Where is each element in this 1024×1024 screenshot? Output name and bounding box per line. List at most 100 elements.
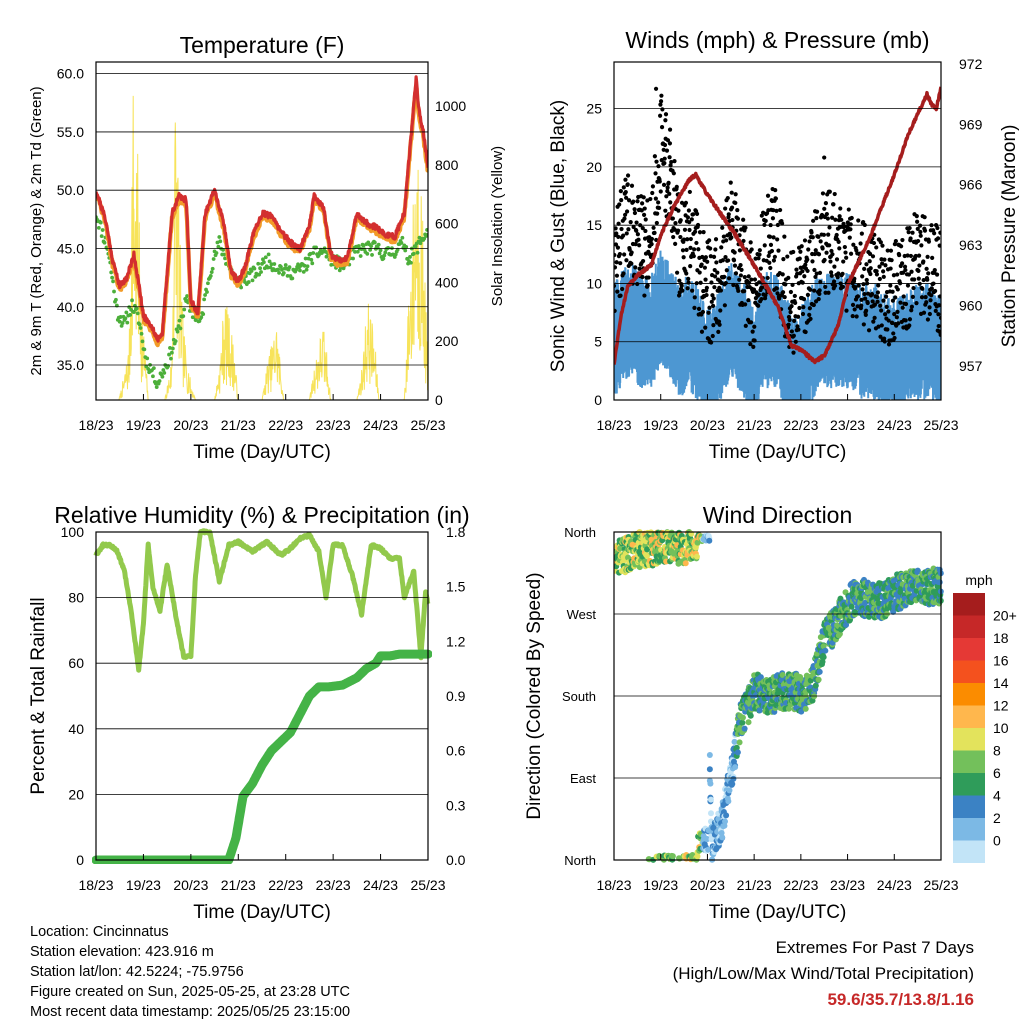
- gust-point: [816, 252, 822, 257]
- gust-point: [894, 315, 899, 320]
- gust-point: [706, 310, 711, 315]
- gust-point: [653, 171, 658, 176]
- extremes-subtitle: (High/Low/Max Wind/Total Precipitation): [672, 964, 974, 983]
- gust-point: [691, 254, 696, 259]
- gust-point: [686, 276, 691, 281]
- gust-point: [684, 271, 689, 276]
- gust-point: [768, 265, 773, 271]
- dewpoint-point: [296, 262, 300, 267]
- dewpoint-point: [239, 285, 244, 290]
- gust-point: [656, 200, 661, 205]
- gust-point: [892, 312, 897, 317]
- y-tick-label: 100: [61, 524, 85, 540]
- gust-point: [675, 228, 681, 233]
- gust-point: [679, 200, 685, 205]
- gust-point: [703, 325, 708, 330]
- x-tick-label: 23/23: [830, 417, 865, 433]
- y2-tick-label: 0.6: [446, 743, 466, 759]
- x-tick-label: 19/23: [643, 877, 678, 893]
- gust-point: [886, 318, 891, 323]
- gust-point: [914, 301, 919, 306]
- gust-point: [807, 306, 812, 311]
- gust-point: [614, 260, 619, 265]
- gust-point: [813, 248, 818, 253]
- gust-point: [789, 303, 794, 309]
- gust-point: [844, 308, 849, 313]
- direction-point: [694, 853, 701, 860]
- gust-point: [878, 240, 883, 245]
- gust-point: [686, 208, 691, 213]
- plot-frame: [613, 61, 942, 401]
- gust-point: [770, 216, 776, 221]
- gust-point: [817, 291, 822, 297]
- gust-point: [724, 238, 729, 243]
- gust-point: [790, 282, 795, 288]
- gust-point: [722, 303, 727, 308]
- legend-label: 2: [993, 810, 1001, 826]
- direction-point: [726, 787, 733, 794]
- y-tick-label: 35.0: [57, 357, 84, 373]
- gust-point: [862, 291, 867, 297]
- gust-point: [916, 238, 921, 244]
- gust-point: [660, 107, 665, 112]
- direction-point: [723, 812, 730, 819]
- gust-point: [794, 267, 799, 272]
- gust-point: [783, 282, 788, 287]
- gust-point: [751, 344, 756, 350]
- gust-point: [699, 329, 705, 334]
- direction-point: [706, 751, 713, 758]
- gust-point: [614, 226, 618, 231]
- gust-point: [729, 205, 735, 210]
- gust-point: [658, 189, 663, 194]
- gust-point: [667, 155, 672, 160]
- x-tick-label: 22/23: [783, 877, 818, 893]
- gust-point: [791, 249, 796, 255]
- gust-point: [831, 279, 837, 284]
- gust-point: [843, 250, 848, 255]
- gust-point: [926, 239, 932, 244]
- gust-point: [720, 258, 725, 263]
- gust-point: [848, 251, 854, 256]
- gust-point: [700, 254, 705, 260]
- gust-point: [916, 253, 922, 258]
- gust-point: [872, 315, 877, 320]
- gust-point: [616, 234, 621, 239]
- gust-point: [889, 258, 894, 263]
- gust-point: [921, 310, 927, 315]
- gust-point: [741, 238, 746, 244]
- y-tick-label: West: [567, 607, 597, 622]
- gust-point: [814, 216, 819, 221]
- gust-point: [624, 209, 630, 214]
- dewpoint-point: [408, 255, 412, 259]
- direction-series: [614, 529, 944, 863]
- gust-point: [801, 304, 806, 310]
- dewpoint-point: [358, 254, 363, 258]
- gust-point: [618, 261, 623, 266]
- y-tick-label: 80: [68, 590, 84, 606]
- gust-point: [782, 294, 787, 300]
- direction-point: [669, 853, 676, 860]
- dewpoint-point: [102, 240, 107, 245]
- gust-point: [865, 300, 870, 306]
- gust-point: [759, 296, 764, 302]
- gust-point: [903, 301, 909, 307]
- gust-point: [769, 248, 775, 254]
- gust-point: [905, 253, 910, 258]
- gust-point: [752, 277, 758, 282]
- gust-point: [614, 265, 618, 270]
- gust-point: [860, 287, 865, 292]
- chart-panel-2: 0 5 10 15 20 25 957 960 963 966 969 972 Winds (mph) …: [548, 27, 1020, 463]
- gust-point: [624, 258, 629, 263]
- gust-point: [743, 225, 748, 230]
- gust-point: [864, 277, 869, 283]
- gust-point: [827, 243, 832, 248]
- gust-point: [650, 190, 655, 196]
- plot-frame: [95, 531, 429, 861]
- gust-point: [935, 236, 941, 241]
- gust-point: [665, 185, 670, 190]
- gust-point: [662, 161, 667, 166]
- gust-point: [640, 274, 645, 280]
- dewpoint-point: [209, 270, 214, 275]
- gust-point: [632, 210, 638, 216]
- dewpoint-point: [309, 257, 314, 262]
